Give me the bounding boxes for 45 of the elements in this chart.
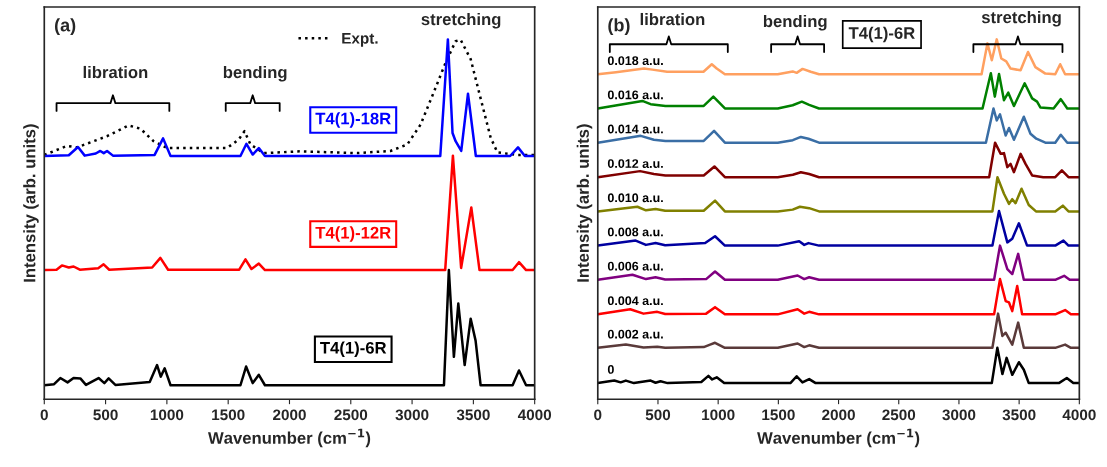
y-axis-title: Intensity (arb. units)	[576, 124, 593, 282]
legend-label: Expt.	[342, 33, 378, 47]
series-label: T4(1)-18R	[315, 112, 391, 128]
x-tick-label: 3500	[1002, 409, 1036, 421]
x-tick-label: 500	[93, 409, 118, 421]
x-tick-label: 4000	[1062, 409, 1096, 421]
text: bending	[763, 14, 827, 31]
series-label: 0.004 a.u.	[607, 296, 663, 306]
x-axis-title: Wavenumber (cm$^{−1}$)	[757, 428, 920, 448]
text: stretching	[421, 12, 501, 29]
x-tick-label: 1000	[702, 409, 735, 421]
series-label: 0.006 a.u.	[607, 261, 663, 271]
x-tick-label: 3000	[942, 409, 976, 421]
series-label: 0	[607, 365, 614, 374]
annotation: libration	[83, 65, 148, 79]
series-label: 0.008 a.u.	[607, 227, 663, 237]
annotation: bending	[223, 65, 287, 82]
series-label: 0.018 a.u.	[607, 56, 663, 66]
x-tick-label: 0	[594, 409, 602, 421]
x-axis-title: Wavenumber (cm$^{−1}$)	[208, 428, 371, 448]
x-tick-label: 1500	[762, 409, 795, 421]
x-tick-label: 2500	[882, 409, 916, 421]
x-tick-label: 2000	[273, 409, 306, 421]
x-tick-label: 3500	[456, 409, 490, 421]
series-label: 0.014 a.u.	[607, 124, 663, 134]
series-label: 0.016 a.u.	[607, 90, 663, 100]
x-tick-label: 0	[40, 409, 48, 421]
x-tick-label: 3000	[395, 409, 429, 421]
series-label: 0.010 a.u.	[607, 193, 663, 203]
x-tick-label: 2000	[822, 409, 855, 421]
text: stretching	[981, 10, 1061, 27]
x-tick-label: 500	[645, 409, 671, 421]
text: (a)	[54, 18, 76, 36]
x-tick-label: 2500	[334, 409, 368, 421]
text: (b)	[608, 18, 630, 36]
x-tick-label: 1500	[212, 409, 245, 421]
series-label: T4(1)-12R	[315, 226, 391, 242]
series-label: 0.002 a.u.	[607, 329, 663, 339]
x-tick-label: 4000	[517, 409, 552, 421]
annotation: T4(1)-6R	[848, 26, 915, 43]
y-axis-title: Intensity (arb. units)	[23, 124, 39, 282]
x-tick-label: 1000	[150, 409, 184, 421]
text: libration	[640, 12, 705, 26]
series-label: T4(1)-6R	[320, 341, 387, 358]
series-label: 0.012 a.u.	[607, 159, 663, 168]
